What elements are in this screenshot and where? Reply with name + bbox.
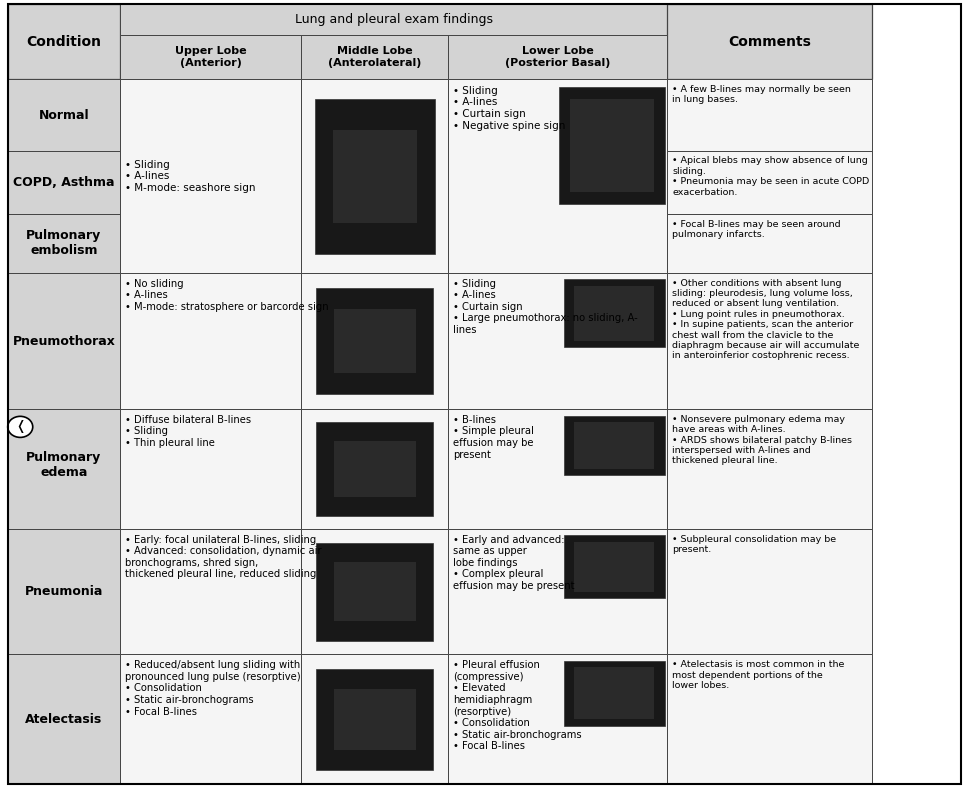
Text: • Atelectasis is most common in the
most dependent portions of the
lower lobes.: • Atelectasis is most common in the most… [672, 660, 845, 690]
FancyBboxPatch shape [332, 130, 417, 223]
FancyBboxPatch shape [316, 543, 433, 641]
FancyBboxPatch shape [8, 151, 120, 214]
FancyBboxPatch shape [574, 286, 655, 341]
Text: • B-lines
• Simple pleural
effusion may be
present: • B-lines • Simple pleural effusion may … [453, 415, 534, 459]
FancyBboxPatch shape [563, 279, 664, 347]
FancyBboxPatch shape [301, 529, 448, 654]
Text: • Sliding
• A-lines
• Curtain sign
• Large pneumothorax: no sliding, A-
lines: • Sliding • A-lines • Curtain sign • Lar… [453, 279, 638, 335]
FancyBboxPatch shape [316, 422, 433, 516]
FancyBboxPatch shape [667, 409, 872, 529]
FancyBboxPatch shape [120, 79, 301, 273]
FancyBboxPatch shape [301, 409, 448, 529]
FancyBboxPatch shape [120, 35, 301, 79]
FancyBboxPatch shape [301, 654, 448, 784]
Text: • Nonsevere pulmonary edema may
have areas with A-lines.
• ARDS shows bilateral : • Nonsevere pulmonary edema may have are… [672, 415, 852, 465]
FancyBboxPatch shape [8, 654, 120, 784]
FancyBboxPatch shape [8, 273, 120, 409]
Text: Comments: Comments [728, 35, 812, 49]
Text: Atelectasis: Atelectasis [25, 713, 103, 726]
FancyBboxPatch shape [667, 529, 872, 654]
FancyBboxPatch shape [301, 273, 448, 409]
FancyBboxPatch shape [448, 273, 667, 409]
FancyBboxPatch shape [560, 87, 664, 203]
FancyBboxPatch shape [563, 661, 664, 726]
Text: • Other conditions with absent lung
sliding: pleurodesis, lung volume loss,
redu: • Other conditions with absent lung slid… [672, 279, 860, 360]
Text: • Apical blebs may show absence of lung
sliding.
• Pneumonia may be seen in acut: • Apical blebs may show absence of lung … [672, 156, 870, 197]
FancyBboxPatch shape [120, 4, 667, 35]
Text: Middle Lobe
(Anterolateral): Middle Lobe (Anterolateral) [328, 46, 422, 68]
Text: • Reduced/absent lung sliding with
pronounced lung pulse (resorptive)
• Consolid: • Reduced/absent lung sliding with prono… [125, 660, 300, 717]
Text: • Focal B-lines may be seen around
pulmonary infarcts.: • Focal B-lines may be seen around pulmo… [672, 220, 841, 239]
Text: Pneumothorax: Pneumothorax [13, 335, 116, 347]
Text: • Subpleural consolidation may be
present.: • Subpleural consolidation may be presen… [672, 535, 837, 554]
Text: Condition: Condition [26, 35, 101, 49]
Text: Upper Lobe
(Anterior): Upper Lobe (Anterior) [175, 46, 247, 68]
FancyBboxPatch shape [333, 309, 416, 373]
Text: • Sliding
• A-lines
• Curtain sign
• Negative spine sign: • Sliding • A-lines • Curtain sign • Neg… [453, 86, 565, 130]
FancyBboxPatch shape [333, 689, 416, 749]
FancyBboxPatch shape [301, 35, 448, 79]
Text: Normal: Normal [39, 109, 90, 122]
FancyBboxPatch shape [574, 421, 655, 470]
Text: Lower Lobe
(Posterior Basal): Lower Lobe (Posterior Basal) [506, 46, 611, 68]
FancyBboxPatch shape [448, 529, 667, 654]
Text: • A few B-lines may normally be seen
in lung bases.: • A few B-lines may normally be seen in … [672, 85, 851, 104]
Text: • Early and advanced:
same as upper
lobe findings
• Complex pleural
effusion may: • Early and advanced: same as upper lobe… [453, 535, 575, 591]
FancyBboxPatch shape [120, 273, 301, 409]
FancyBboxPatch shape [8, 214, 120, 273]
FancyBboxPatch shape [316, 288, 433, 394]
FancyBboxPatch shape [667, 151, 872, 214]
Text: • Sliding
• A-lines
• M-mode: seashore sign: • Sliding • A-lines • M-mode: seashore s… [125, 160, 255, 193]
FancyBboxPatch shape [563, 416, 664, 475]
FancyBboxPatch shape [563, 535, 664, 599]
Text: Pulmonary
edema: Pulmonary edema [26, 451, 101, 479]
FancyBboxPatch shape [667, 273, 872, 409]
FancyBboxPatch shape [8, 529, 120, 654]
FancyBboxPatch shape [315, 99, 435, 254]
FancyBboxPatch shape [333, 441, 416, 497]
FancyBboxPatch shape [8, 35, 120, 79]
FancyBboxPatch shape [8, 4, 120, 79]
Circle shape [8, 416, 33, 437]
FancyBboxPatch shape [120, 409, 301, 529]
Text: • Pleural effusion
(compressive)
• Elevated
hemidiaphragm
(resorptive)
• Consoli: • Pleural effusion (compressive) • Eleva… [453, 660, 582, 752]
FancyBboxPatch shape [120, 529, 301, 654]
FancyBboxPatch shape [574, 542, 655, 592]
Text: • Early: focal unilateral B-lines, sliding
• Advanced: consolidation, dynamic ai: • Early: focal unilateral B-lines, slidi… [125, 535, 322, 579]
FancyBboxPatch shape [667, 214, 872, 273]
FancyBboxPatch shape [448, 654, 667, 784]
Text: ❬: ❬ [15, 420, 25, 433]
Text: COPD, Asthma: COPD, Asthma [13, 176, 115, 189]
FancyBboxPatch shape [448, 35, 667, 79]
FancyBboxPatch shape [8, 4, 120, 35]
Text: Lung and pleural exam findings: Lung and pleural exam findings [295, 13, 493, 26]
FancyBboxPatch shape [667, 79, 872, 151]
FancyBboxPatch shape [667, 654, 872, 784]
FancyBboxPatch shape [333, 562, 416, 621]
FancyBboxPatch shape [8, 79, 120, 151]
FancyBboxPatch shape [120, 654, 301, 784]
FancyBboxPatch shape [570, 99, 654, 192]
Text: Pulmonary
embolism: Pulmonary embolism [26, 229, 101, 258]
FancyBboxPatch shape [574, 667, 655, 719]
Text: Pneumonia: Pneumonia [25, 585, 103, 599]
FancyBboxPatch shape [667, 4, 872, 79]
FancyBboxPatch shape [301, 79, 448, 273]
FancyBboxPatch shape [448, 409, 667, 529]
FancyBboxPatch shape [8, 409, 120, 529]
FancyBboxPatch shape [448, 79, 667, 273]
FancyBboxPatch shape [316, 669, 433, 770]
Text: • No sliding
• A-lines
• M-mode: stratosphere or barcorde sign: • No sliding • A-lines • M-mode: stratos… [125, 279, 328, 312]
Text: • Diffuse bilateral B-lines
• Sliding
• Thin pleural line: • Diffuse bilateral B-lines • Sliding • … [125, 415, 251, 448]
